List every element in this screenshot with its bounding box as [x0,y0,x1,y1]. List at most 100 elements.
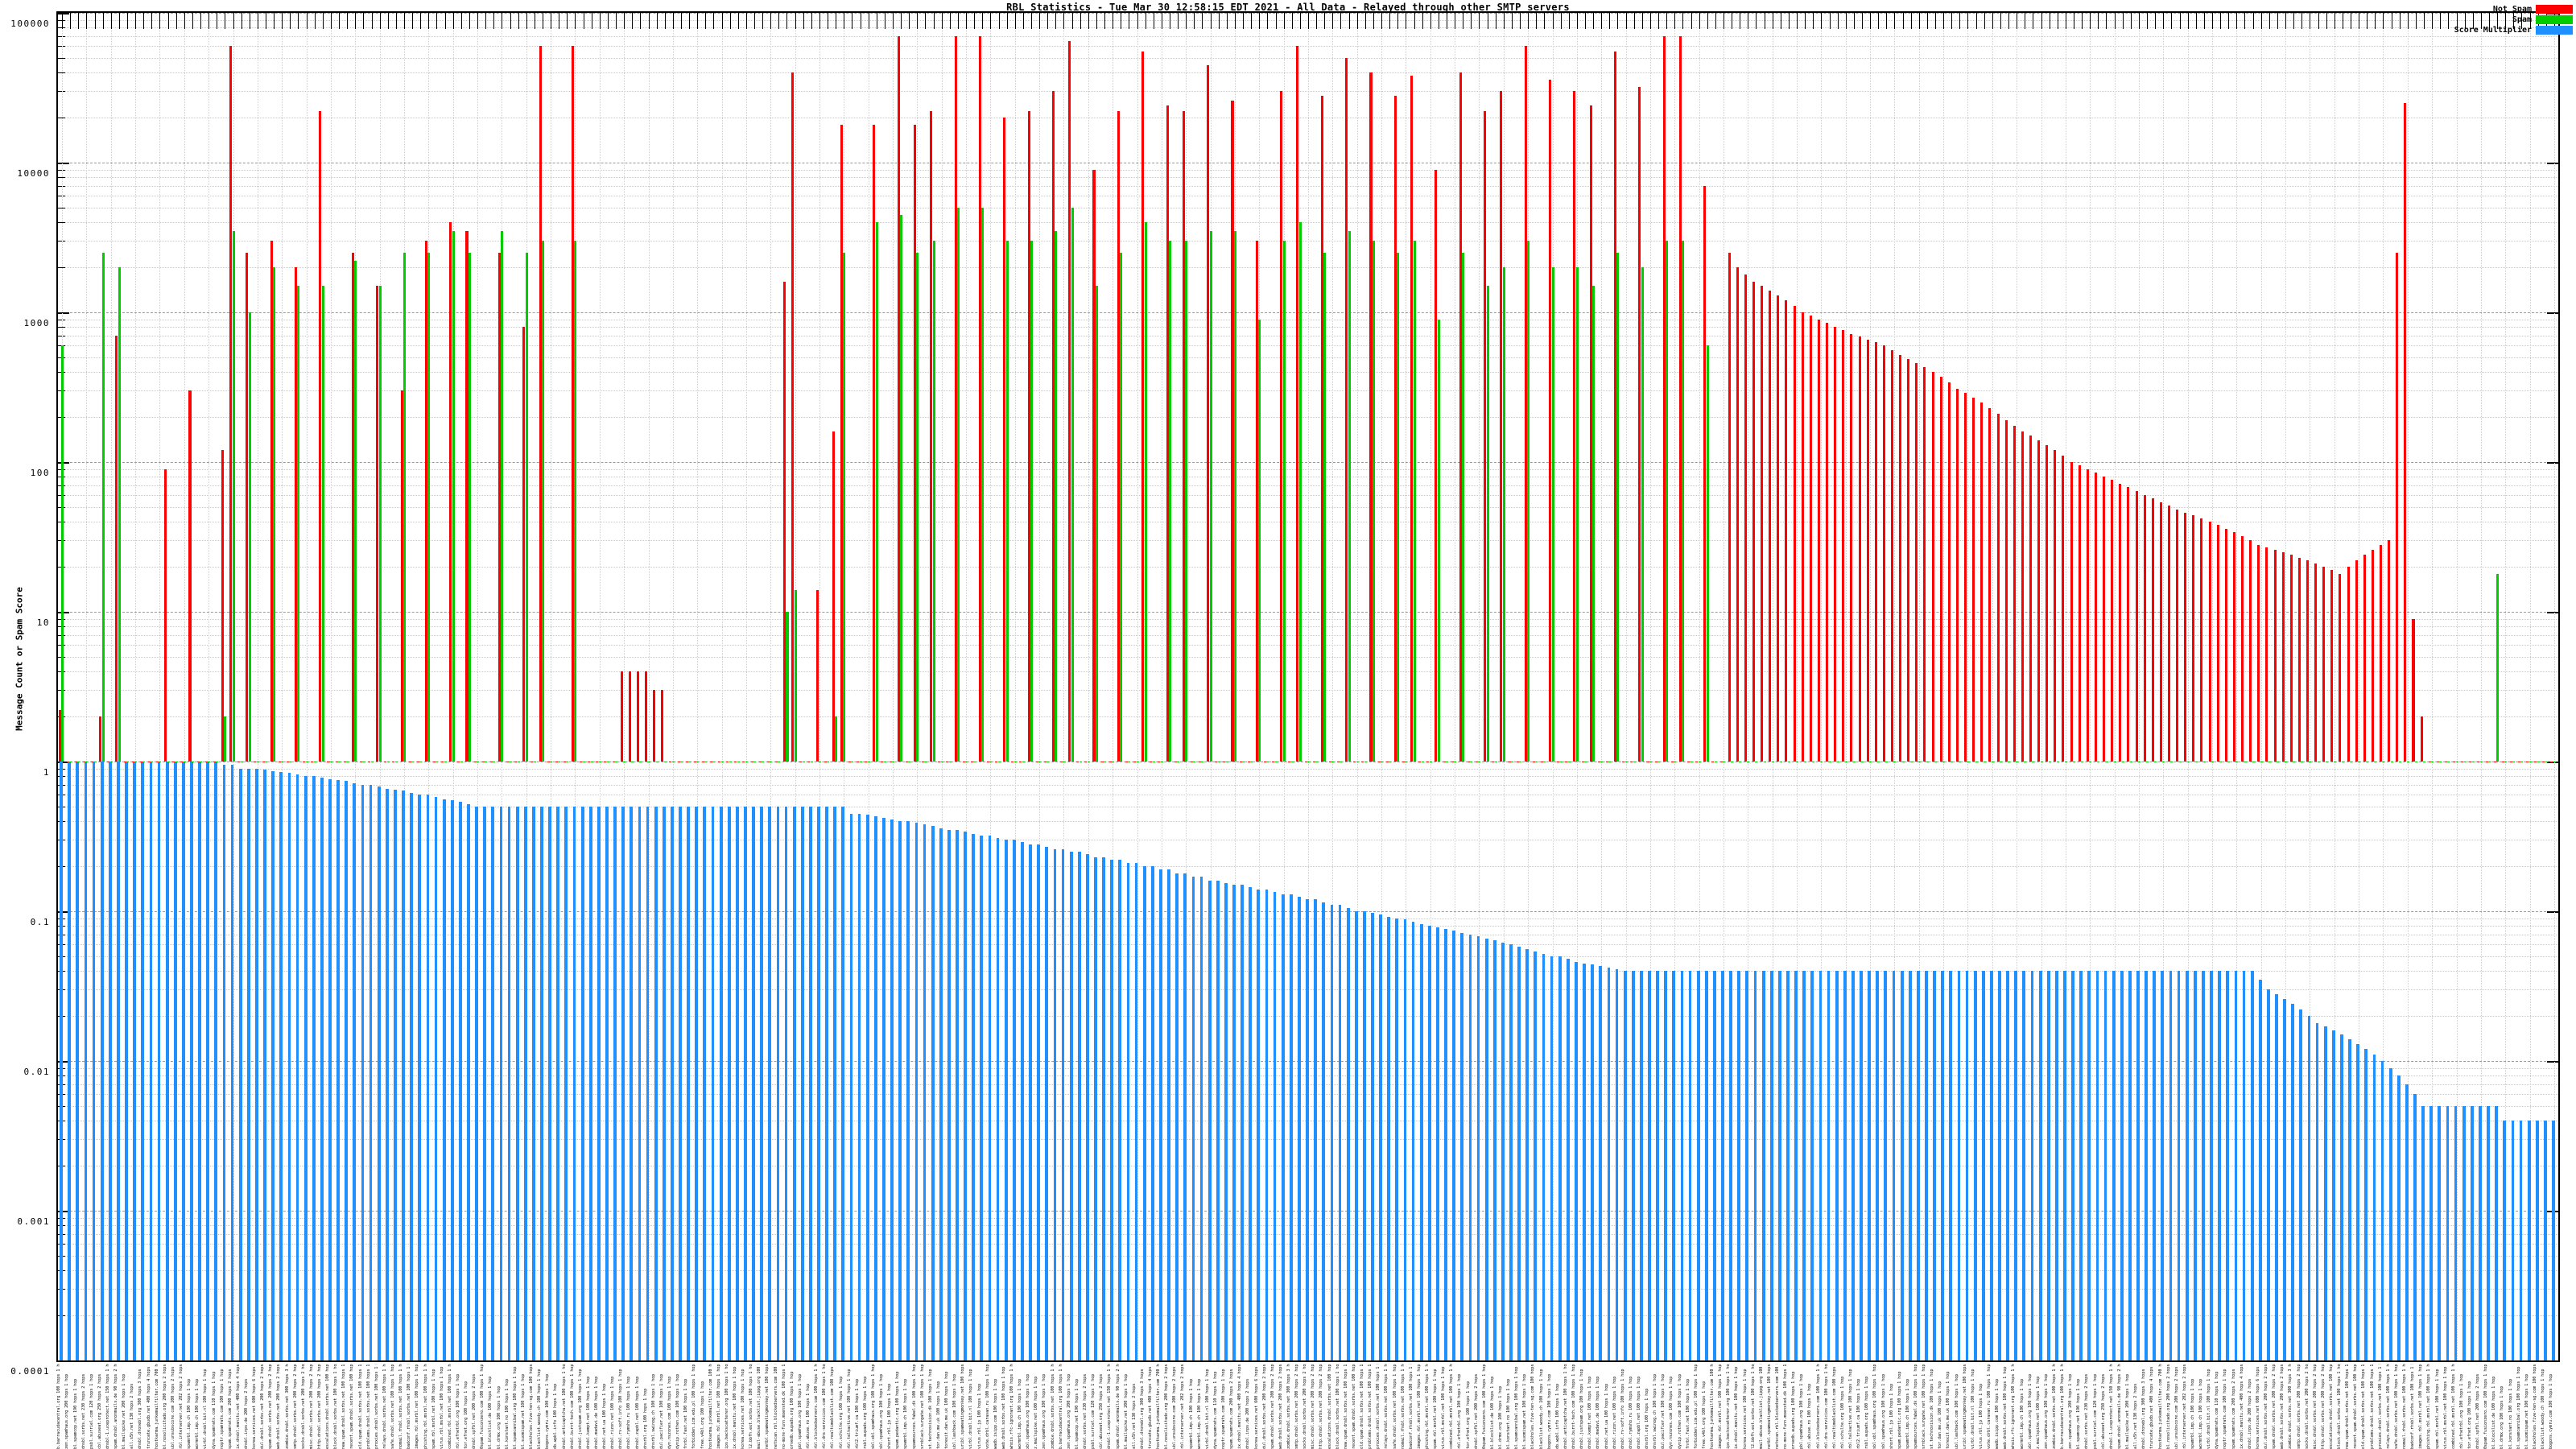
bar-score-multiplier [1957,971,1961,1360]
bar-score-multiplier [1142,866,1146,1360]
bar-not-spam [2127,487,2130,762]
x-tick-label: ubl.unsubscore.com 200 hops 2 hops [2174,1366,2179,1449]
bar-not-spam [1393,95,1397,762]
bar-score-multiplier [2446,1105,2450,1360]
bar-score-multiplier [980,836,984,1360]
x-tick-label: psbl.surriel.com 120 hops 1 hop [89,1373,94,1449]
x-tick [1055,13,1057,29]
bar-score-multiplier [833,806,837,1360]
gridline-vertical [893,13,894,1360]
x-tick-label: bl.blocklist.de 100 hops 1 hop [1489,1376,1495,1449]
y-tick-major [2547,911,2558,913]
bar-score-multiplier [2038,971,2042,1360]
bar-not-spam [1769,290,1772,762]
x-tick-label: bl.spamcannibal.org 100 hops 1 hop [512,1366,518,1449]
y-tick-minor [58,72,65,74]
x-tick-label: proxies.dnsbl.sorbs.net 100 hops 1 hop [2377,1364,2383,1449]
x-tick [1364,13,1366,29]
x-tick-label: web.dnsbl.sorbs.net 200 hops 2 hops [2280,1364,2285,1449]
bar-spam [932,241,935,762]
x-tick-label: escalations.dnsbl.sorbs.net 100 hops 1 h… [1327,1364,1332,1449]
bar-spam [402,252,406,762]
bar-score-multiplier [572,806,576,1360]
x-tick-label: dnsbl.anticaptcha.net 100 hops 1 hop [561,1364,567,1449]
bar-not-spam [2216,525,2219,762]
bar-not-spam [2029,436,2033,762]
x-tick-label: old.spam.dnsbl.sorbs.net 100 hops 1 hop [2361,1364,2367,1449]
x-tick-label: dnsbl.rv-soft.info 100 hops 1 hop [1620,1368,1625,1449]
bar-not-spam [2200,518,2203,762]
x-tick-label: zombie.dnsbl.sorbs.net 300 hops 3 hops [2288,1364,2293,1449]
bar-spam [1185,241,1188,762]
x-tick-label: bl.spamcop.net 190 hops 1 hop [2076,1378,2082,1449]
x-tick [1210,13,1212,29]
x-tick-label: nomail.rhsbl.sorbs.net 100 hops 1 hop [1400,1364,1406,1449]
x-tick [1039,13,1041,29]
bar-score-multiplier [1379,914,1382,1360]
x-tick [1308,13,1309,29]
x-tick [2497,13,2499,29]
y-tick-major [2547,612,2558,613]
x-tick [1797,13,1798,29]
bar-score-multiplier [1916,971,1920,1360]
bar-spam [786,612,789,762]
x-tick [1878,13,1880,29]
x-tick [355,13,357,29]
legend-label: Spam [2512,15,2532,24]
bar-not-spam [1947,382,1951,762]
bar-score-multiplier [2242,971,2246,1360]
x-tick-label: z.mailspike.net 100 hops 1 hop [1034,1376,1039,1449]
bar-not-spam [1255,241,1258,762]
x-tick-label: bl.drmx.org 100 hops 1 hop [2500,1385,2505,1449]
bar-not-spam [376,286,379,762]
gridline-vertical [770,13,772,1360]
x-tick [2041,13,2042,29]
bar-score-multiplier [1150,866,1154,1360]
x-tick [1283,13,1285,29]
bar-not-spam [661,690,664,762]
x-tick [2138,13,2140,29]
x-tick [2203,13,2205,29]
bar-score-multiplier [2283,998,2287,1360]
bar-score-multiplier [671,806,674,1360]
bar-score-multiplier [1175,873,1179,1360]
bar-not-spam [571,46,575,762]
bar-score-multiplier [1330,905,1334,1360]
bar-score-multiplier [687,806,691,1360]
x-tick [78,13,80,29]
x-tick-label: zen.spamhaus.org 100 hops 1 hop [1042,1373,1047,1449]
x-tick-label: bl.suomispam.net 100 hops 1 hop [1522,1373,1528,1449]
x-tick [1926,13,1928,29]
x-tick-label: safe.dnsbl.sorbs.net 100 hops 1 hop [1392,1364,1397,1449]
bar-score-multiplier [817,806,820,1360]
x-tick [2424,13,2425,29]
x-tick [754,13,756,29]
x-tick-label: bl.konstant.no 100 hops 1 hop [1506,1378,1512,1449]
x-tick-label: ubl.lashback.com 100 hops 1 hop [952,1373,958,1449]
x-tick-label: spam.pedantic.org 100 hops 1 hop [1897,1371,1902,1449]
bar-not-spam [620,671,623,762]
bar-score-multiplier [1591,964,1595,1360]
bar-not-spam [539,46,542,762]
x-tick-label: 0spam.fusionzero.com 100 hops 1 hop [2483,1364,2489,1449]
x-tick-label: no-more-funn.moensted.dk 100 hops 1 hop [781,1364,786,1449]
bar-not-spam [1573,91,1576,762]
bar-score-multiplier [1314,899,1318,1360]
bar-score-multiplier [1216,881,1220,1360]
bar-score-multiplier [483,806,487,1360]
bar-score-multiplier [2112,971,2116,1360]
bar-score-multiplier [1395,918,1399,1360]
bar-not-spam [1996,414,2000,762]
bar-not-spam [1296,46,1299,762]
x-tick [2489,13,2490,29]
bar-score-multiplier [662,806,666,1360]
bar-not-spam [1459,72,1462,762]
bar-score-multiplier [2331,1030,2335,1360]
x-tick-label: new.spam.dnsbl.sorbs.net 100 hops 1 hop [1343,1364,1348,1449]
bar-score-multiplier [1777,971,1781,1360]
bar-score-multiplier [931,826,935,1360]
bar-spam [232,230,235,762]
y-tick-label: 0.0001 [10,1366,50,1377]
x-tick [102,13,104,29]
y-tick-minor [58,19,65,21]
